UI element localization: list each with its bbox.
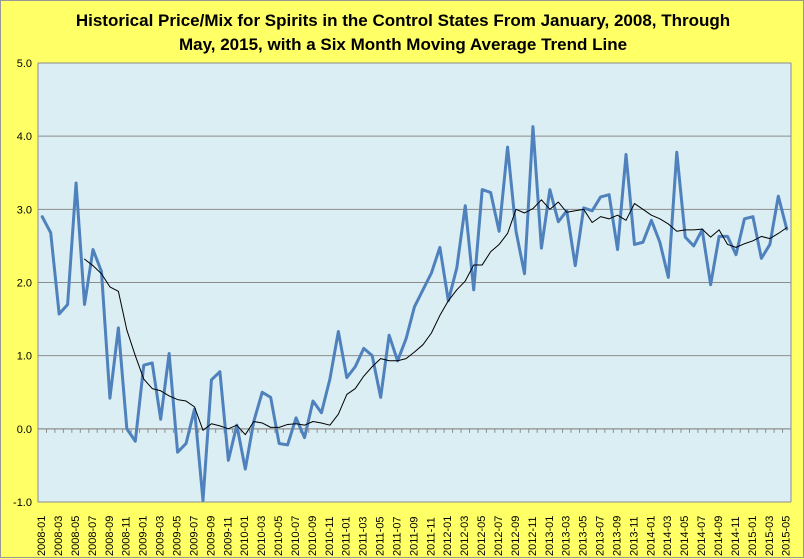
x-tick-label: 2010-01 [239,516,251,556]
x-tick-label: 2014-05 [679,516,691,556]
x-tick-label: 2010-09 [307,516,319,556]
price-mix-series-line [40,125,789,503]
x-tick-label: 2011-11 [425,517,437,556]
x-tick-label: 2015-05 [781,516,793,556]
x-tick-label: 2011-05 [375,516,387,556]
x-tick-label: 2009-07 [188,516,200,556]
x-tick-label: 2012-11 [527,516,539,556]
y-tick-label: 2.0 [17,278,32,290]
y-tick-label: 3.0 [17,204,32,216]
chart-title-line-2: May, 2015, with a Six Month Moving Avera… [178,35,628,54]
x-tick-label: 2012-09 [510,516,522,556]
y-tick-label: 0.0 [17,424,32,436]
x-tick-label: 2012-05 [476,516,488,556]
x-tick-label: 2009-05 [172,516,184,556]
x-tick-label: 2008-07 [87,516,99,556]
x-tick-label: 2011-07 [391,516,403,556]
x-tick-label: 2013-05 [578,516,590,556]
x-tick-label: 2010-11 [324,516,336,556]
x-tick-label: 2009-03 [155,516,167,556]
x-tick-label: 2014-09 [713,516,725,556]
x-tick-label: 2013-11 [628,516,640,556]
x-tick-label: 2009-09 [205,516,217,556]
x-tick-label: 2009-01 [138,516,150,556]
y-tick-label: 5.0 [17,58,32,70]
x-tick-label: 2015-01 [747,516,759,556]
y-tick-label: 1.0 [17,351,32,363]
x-tick-label: 2013-07 [595,516,607,556]
x-tick-label: 2014-07 [696,516,708,556]
x-tick-label: 2008-05 [70,516,82,556]
chart-title: Historical Price/Mix for Spirits in the … [1,9,804,57]
x-tick-label: 2011-01 [341,516,353,556]
x-tick-label: 2012-03 [459,516,471,556]
x-tick-label: 2009-11 [222,516,234,556]
x-tick-label: 2010-05 [273,516,285,556]
x-tick-label: 2013-09 [611,516,623,556]
y-tick-label: 4.0 [17,131,32,143]
x-tick-label: 2008-11 [121,516,133,556]
x-tick-label: 2014-11 [730,516,742,556]
x-tick-label: 2013-01 [544,516,556,556]
x-tick-label: 2014-03 [662,516,674,556]
x-tick-label: 2008-09 [104,516,116,556]
x-tick-label: 2011-03 [358,516,370,556]
moving-average-trend-line [84,199,788,436]
x-tick-label: 2015-03 [764,516,776,556]
x-tick-label: 2012-01 [442,516,454,556]
x-tick-label: 2013-03 [561,516,573,556]
x-tick-label: 2011-09 [408,516,420,556]
x-tick-label: 2010-03 [256,516,268,556]
x-tick-label: 2008-01 [36,516,48,556]
chart-title-line-1: Historical Price/Mix for Spirits in the … [75,11,731,30]
x-tick-label: 2012-07 [493,516,505,556]
y-tick-label: -1.0 [13,497,32,509]
x-tick-label: 2010-07 [290,516,302,556]
x-tick-label: 2008-03 [53,516,65,556]
x-tick-label: 2014-01 [645,516,657,556]
